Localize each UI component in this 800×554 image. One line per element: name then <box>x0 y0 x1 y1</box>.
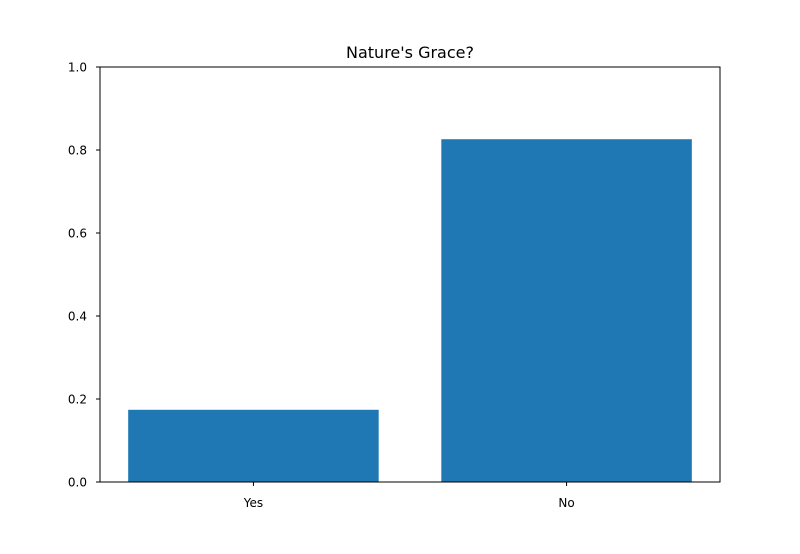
bars-layer <box>128 139 692 482</box>
y-tick-label: 1.0 <box>68 61 87 75</box>
x-tick-label: Yes <box>243 496 263 510</box>
y-axis: 0.0 0.2 0.4 0.6 0.8 1.0 <box>68 61 100 490</box>
y-tick-label: 0.6 <box>68 227 87 241</box>
y-tick-label: 0.0 <box>68 476 87 490</box>
y-tick-label: 0.4 <box>68 310 87 324</box>
x-tick-label: No <box>558 496 574 510</box>
bar-yes <box>128 409 379 482</box>
bar-no <box>441 139 692 482</box>
x-axis: Yes No <box>243 482 575 510</box>
y-tick-label: 0.8 <box>68 144 87 158</box>
chart-title: Nature's Grace? <box>346 43 474 62</box>
plot-frame <box>99 66 721 483</box>
y-tick-label: 0.2 <box>68 393 87 407</box>
